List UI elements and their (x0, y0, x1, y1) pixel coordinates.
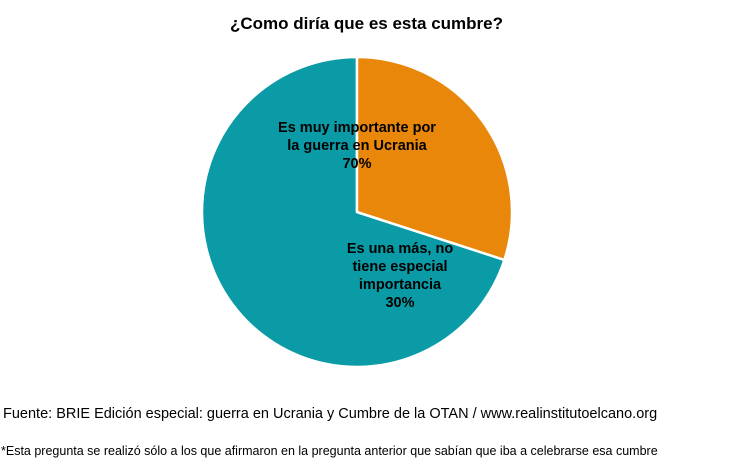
pie-slice-2 (355, 55, 514, 262)
slice-label-1: Es muy importante por la guerra en Ucrani… (278, 120, 436, 172)
slice-label-line: Es una más, no (347, 241, 454, 257)
slice-label-line: la guerra en Ucrania (287, 138, 427, 154)
slice-value-label: 70% (342, 156, 371, 172)
slice-label-2: Es una más, no tiene especial importancia 3… (347, 241, 454, 311)
source-note: Fuente: BRIE Edición especial: guerra en… (3, 406, 658, 422)
pie-slice-1 (200, 55, 506, 369)
chart-title: ¿Como diría que es esta cumbre? (229, 14, 503, 33)
slice-label-line: Es muy importante por (278, 120, 436, 136)
footnote: *Esta pregunta se realizó sólo a los que… (1, 444, 658, 458)
pie-chart: Es muy importante por la guerra en Ucrani… (200, 55, 514, 369)
slice-label-line: tiene especial (352, 259, 447, 275)
slice-label-line: importancia (359, 277, 442, 293)
slice-value-label: 30% (385, 295, 414, 311)
